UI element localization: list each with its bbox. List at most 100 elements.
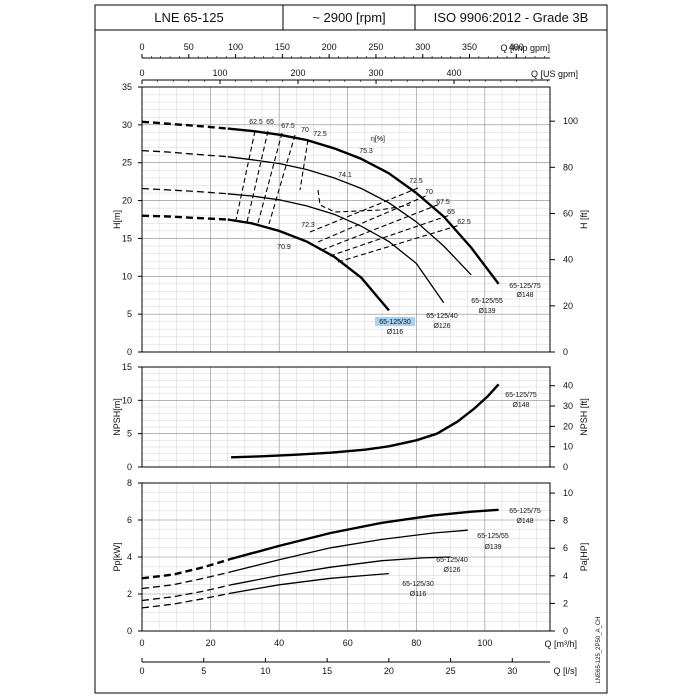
x2-tick-label: 0 [139, 666, 144, 676]
efficiency-label: 70.9 [277, 244, 291, 251]
y-tick-label: 5 [127, 309, 132, 319]
y-tick-label: 35 [122, 82, 132, 92]
efficiency-axis-label: η[%] [371, 136, 385, 143]
imp-tick-label: 100 [228, 42, 243, 52]
curve-label: 65-125/75 [505, 392, 537, 399]
diameter-label: Ø148 [516, 292, 533, 299]
y2-tick-label: 0 [563, 347, 568, 357]
speed-title: ~ 2900 [rpm] [312, 10, 386, 25]
x-tick-label: 100 [477, 638, 492, 648]
y2-axis-label: H [ft] [579, 210, 589, 229]
efficiency-line [246, 130, 269, 223]
imp-tick-label: 250 [368, 42, 383, 52]
y2-tick-label: 80 [563, 162, 573, 172]
efficiency-label: 72.3 [301, 222, 315, 229]
curve-dashed-65-125/75 [141, 120, 228, 130]
imp-tick-label: 200 [322, 42, 337, 52]
x-tick-label: 20 [206, 638, 216, 648]
y-tick-label: 15 [122, 233, 132, 243]
efficiency-label: 72.5 [313, 131, 327, 138]
efficiency-label: 72.5 [409, 178, 423, 185]
y-tick-label: 4 [127, 552, 132, 562]
y2-tick-label: 0 [563, 626, 568, 636]
plot-frame [141, 366, 551, 468]
efficiency-line [317, 194, 429, 243]
curve-dashed-65-125/75 [141, 557, 232, 580]
y2-tick-label: 6 [563, 543, 568, 553]
y2-tick-label: 4 [563, 571, 568, 581]
imp-tick-label: 50 [184, 42, 194, 52]
curve-65-125/40 [227, 193, 445, 304]
curve-dashed-65-125/30 [141, 214, 228, 221]
curve-65-125/30 [230, 572, 389, 594]
efficiency-label: 62.5 [249, 119, 263, 126]
x-tick-label: 80 [411, 638, 421, 648]
efficiency-line [235, 130, 256, 221]
y-tick-label: 10 [122, 271, 132, 281]
curve-label: 65-125/75 [509, 508, 541, 515]
efficiency-label: 74.1 [338, 172, 352, 179]
curve-dashed-65-125/55 [141, 571, 232, 590]
plot-frame [141, 86, 551, 353]
y-tick-label: 25 [122, 158, 132, 168]
efficiency-label: 65 [266, 119, 274, 126]
y-tick-label: 0 [127, 462, 132, 472]
imp-tick-label: 350 [462, 42, 477, 52]
curve-label: 65-125/30 [402, 581, 434, 588]
x-axis-label: Q [m³/h] [544, 639, 577, 649]
diameter-label: Ø126 [433, 323, 450, 330]
efficiency-label: 62.5 [457, 219, 471, 226]
x2-tick-label: 30 [507, 666, 517, 676]
x2-tick-label: 20 [384, 666, 394, 676]
us-tick-label: 0 [139, 68, 144, 78]
efficiency-line [317, 189, 411, 213]
efficiency-line [337, 224, 461, 263]
efficiency-label: 67.5 [436, 199, 450, 206]
diameter-label: Ø139 [478, 308, 495, 315]
efficiency-label: 70 [425, 189, 433, 196]
y2-axis-label: NPSH [ft] [579, 398, 589, 436]
y-tick-label: 10 [122, 395, 132, 405]
y2-tick-label: 20 [563, 301, 573, 311]
curve-dashed-65-125/30 [141, 592, 232, 609]
curve-dashed-65-125/55 [141, 149, 228, 158]
y2-axis-label: Pa[HP] [579, 543, 589, 572]
x2-tick-label: 15 [322, 666, 332, 676]
highlight-box [375, 317, 415, 326]
us-axis-label: Q [US gpm] [531, 69, 578, 79]
x2-tick-label: 5 [201, 666, 206, 676]
diameter-label: Ø116 [387, 329, 404, 336]
model-title: LNE 65-125 [154, 10, 224, 25]
diameter-label: Ø116 [410, 591, 427, 598]
curve-65-125/75 [231, 383, 500, 459]
curve-65-125/30 [227, 218, 390, 312]
y2-tick-label: 0 [563, 462, 568, 472]
x2-tick-label: 25 [446, 666, 456, 676]
y-tick-label: 15 [122, 362, 132, 372]
diameter-label: Ø126 [443, 567, 460, 574]
y2-tick-label: 2 [563, 598, 568, 608]
x-tick-label: 60 [343, 638, 353, 648]
y2-tick-label: 10 [563, 442, 573, 452]
curve-label: 65-125/40 [436, 557, 468, 564]
curve-label: 65-125/55 [471, 298, 503, 305]
efficiency-line [329, 214, 451, 257]
imp-tick-label: 150 [275, 42, 290, 52]
curve-label: 65-125/30 [379, 319, 411, 326]
y-tick-label: 20 [122, 196, 132, 206]
curve-65-125/55 [230, 529, 468, 573]
diameter-label: Ø148 [516, 518, 533, 525]
curve-label: 65-125/75 [509, 283, 541, 290]
curve-dashed-65-125/40 [141, 187, 228, 195]
y2-tick-label: 30 [563, 401, 573, 411]
us-tick-label: 300 [369, 68, 384, 78]
curve-65-125/75 [230, 508, 499, 561]
y-tick-label: 6 [127, 515, 132, 525]
imp-axis-label: Q [Imp gpm] [500, 43, 550, 53]
y-axis-label: Pp[kW] [112, 542, 122, 571]
x-tick-label: 0 [139, 638, 144, 648]
imp-tick-label: 0 [139, 42, 144, 52]
x-tick-label: 40 [274, 638, 284, 648]
